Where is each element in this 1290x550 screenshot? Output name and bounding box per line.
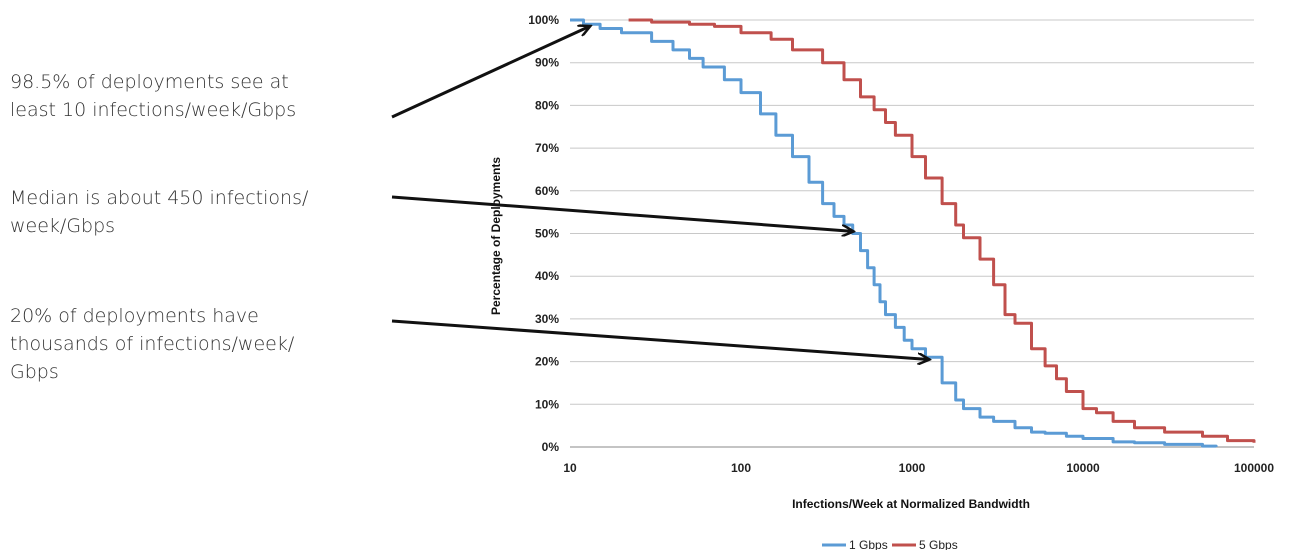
y-tick-label: 30% — [535, 312, 559, 326]
y-tick-label: 0% — [542, 440, 560, 454]
annotation-arrows — [391, 26, 929, 359]
annotation-baseline: 98.5% of deployments see at least 10 inf… — [10, 71, 297, 121]
y-axis-title: Percentage of Deployments — [489, 157, 503, 315]
legend: 1 Gbps 5 Gbps — [822, 538, 958, 550]
grid-lines — [570, 19, 1254, 448]
annotation-median: Median is about 450 infections/ week/Gbp… — [10, 187, 309, 237]
y-tick-label: 40% — [535, 269, 559, 283]
y-tick-label: 80% — [535, 98, 559, 112]
x-tick-label: 10 — [563, 461, 577, 475]
series-lines — [570, 18, 1256, 448]
x-tick-label: 1000 — [899, 461, 926, 475]
x-tick-label: 10000 — [1066, 461, 1100, 475]
y-tick-label: 100% — [528, 13, 559, 27]
legend-label-1gbps: 1 Gbps — [849, 538, 888, 550]
y-tick-label: 60% — [535, 184, 559, 198]
x-axis-title: Infections/Week at Normalized Bandwidth — [792, 497, 1030, 511]
annotation-arrow — [391, 195, 853, 231]
x-tick-label: 100 — [731, 461, 751, 475]
annotation-arrow — [391, 26, 589, 119]
series-line-1gbps — [570, 18, 1218, 448]
annotation-tail: 20% of deployments have thousands of inf… — [10, 305, 295, 383]
y-tick-label: 50% — [535, 227, 559, 241]
annotation-arrow — [391, 319, 929, 359]
y-tick-label: 10% — [535, 397, 559, 411]
axes: 0% 10% 20% 30% 40% 50% 60% 70% 80% 90% 100% 10 100 10… — [528, 13, 1274, 475]
legend-label-5gbps: 5 Gbps — [919, 538, 958, 550]
y-tick-label: 90% — [535, 56, 559, 70]
x-tick-label: 100000 — [1234, 461, 1274, 475]
series-line-5gbps — [628, 18, 1256, 443]
y-tick-label: 70% — [535, 141, 559, 155]
y-tick-label: 20% — [535, 355, 559, 369]
